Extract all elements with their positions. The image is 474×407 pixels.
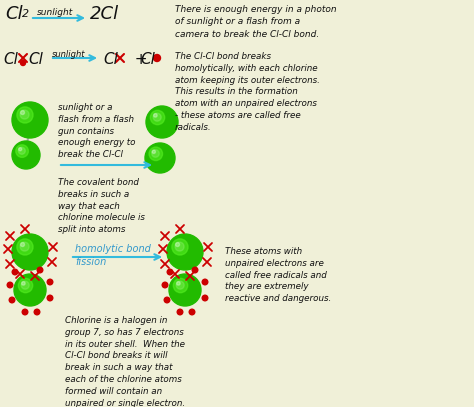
Text: The covalent bond
breaks in such a
way that each
chlorine molecule is
split into: The covalent bond breaks in such a way t… <box>58 178 145 234</box>
Text: Cl: Cl <box>3 52 18 67</box>
Text: Cl: Cl <box>28 52 43 67</box>
Circle shape <box>14 274 46 306</box>
Circle shape <box>152 150 159 157</box>
Circle shape <box>18 147 25 154</box>
Text: 2: 2 <box>22 9 29 19</box>
Circle shape <box>202 295 208 301</box>
Text: The Cl-Cl bond breaks
homolytically, with each chlorine
atom keeping its outer e: The Cl-Cl bond breaks homolytically, wit… <box>175 52 320 132</box>
Circle shape <box>20 111 25 114</box>
Circle shape <box>17 107 33 123</box>
Text: Cl: Cl <box>5 5 23 23</box>
Circle shape <box>175 242 184 251</box>
Circle shape <box>20 110 29 119</box>
Circle shape <box>12 102 48 138</box>
Text: These atoms with
unpaired electrons are
called free radicals and
they are extrem: These atoms with unpaired electrons are … <box>225 247 331 303</box>
Text: Cl: Cl <box>140 52 155 67</box>
Circle shape <box>20 242 29 251</box>
Circle shape <box>202 279 208 285</box>
Circle shape <box>12 269 18 275</box>
Circle shape <box>172 239 188 255</box>
Circle shape <box>20 243 25 247</box>
Circle shape <box>47 295 53 301</box>
Circle shape <box>18 148 22 151</box>
Circle shape <box>18 278 33 293</box>
Circle shape <box>167 269 173 275</box>
Circle shape <box>17 239 33 255</box>
Circle shape <box>47 279 53 285</box>
Circle shape <box>154 55 161 61</box>
Circle shape <box>176 282 180 285</box>
Circle shape <box>7 282 13 288</box>
Circle shape <box>152 150 155 153</box>
Text: sunlight or a
flash from a flash
gun contains
enough energy to
break the Cl-Cl: sunlight or a flash from a flash gun con… <box>58 103 136 159</box>
Circle shape <box>177 309 183 315</box>
Text: homolytic bond
fission: homolytic bond fission <box>75 244 151 267</box>
Circle shape <box>175 243 180 247</box>
Circle shape <box>9 297 15 303</box>
Circle shape <box>173 278 188 293</box>
Circle shape <box>16 145 28 158</box>
Circle shape <box>12 141 40 169</box>
Circle shape <box>149 147 163 160</box>
Circle shape <box>146 106 178 138</box>
Circle shape <box>189 309 195 315</box>
Circle shape <box>21 282 25 285</box>
Circle shape <box>176 281 184 289</box>
Circle shape <box>12 234 48 270</box>
Circle shape <box>154 114 157 117</box>
Circle shape <box>145 143 175 173</box>
Circle shape <box>34 309 40 315</box>
Circle shape <box>167 234 203 270</box>
Text: +: + <box>125 52 147 67</box>
Circle shape <box>21 281 29 289</box>
Circle shape <box>150 110 165 125</box>
Text: There is enough energy in a photon
of sunlight or a flash from a
camera to break: There is enough energy in a photon of su… <box>175 5 337 39</box>
Circle shape <box>164 297 170 303</box>
Circle shape <box>153 113 161 121</box>
Text: 2Cl: 2Cl <box>90 5 119 23</box>
Circle shape <box>192 267 198 273</box>
Text: Chlorine is a halogen in
group 7, so has 7 electrons
in its outer shell.  When t: Chlorine is a halogen in group 7, so has… <box>65 316 185 407</box>
Circle shape <box>162 282 168 288</box>
Circle shape <box>22 309 28 315</box>
Circle shape <box>20 61 26 66</box>
Circle shape <box>169 274 201 306</box>
Circle shape <box>37 267 43 273</box>
Text: sunlight: sunlight <box>52 50 85 59</box>
Text: Cl: Cl <box>103 52 118 67</box>
Text: sunlight: sunlight <box>37 8 73 17</box>
